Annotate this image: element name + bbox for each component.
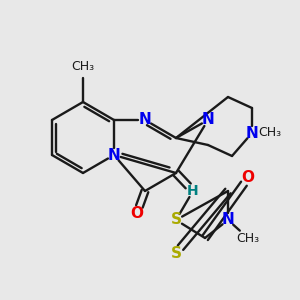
Text: N: N — [108, 148, 120, 163]
Text: H: H — [187, 184, 199, 198]
Text: S: S — [170, 245, 182, 260]
Text: CH₃: CH₃ — [258, 127, 282, 140]
Text: O: O — [130, 206, 143, 220]
Text: CH₃: CH₃ — [71, 61, 94, 74]
Text: S: S — [170, 212, 182, 227]
Text: CH₃: CH₃ — [236, 232, 260, 244]
Text: N: N — [222, 212, 234, 227]
Text: N: N — [246, 125, 258, 140]
Text: N: N — [202, 112, 214, 128]
Text: N: N — [139, 112, 152, 128]
Text: O: O — [242, 170, 254, 185]
